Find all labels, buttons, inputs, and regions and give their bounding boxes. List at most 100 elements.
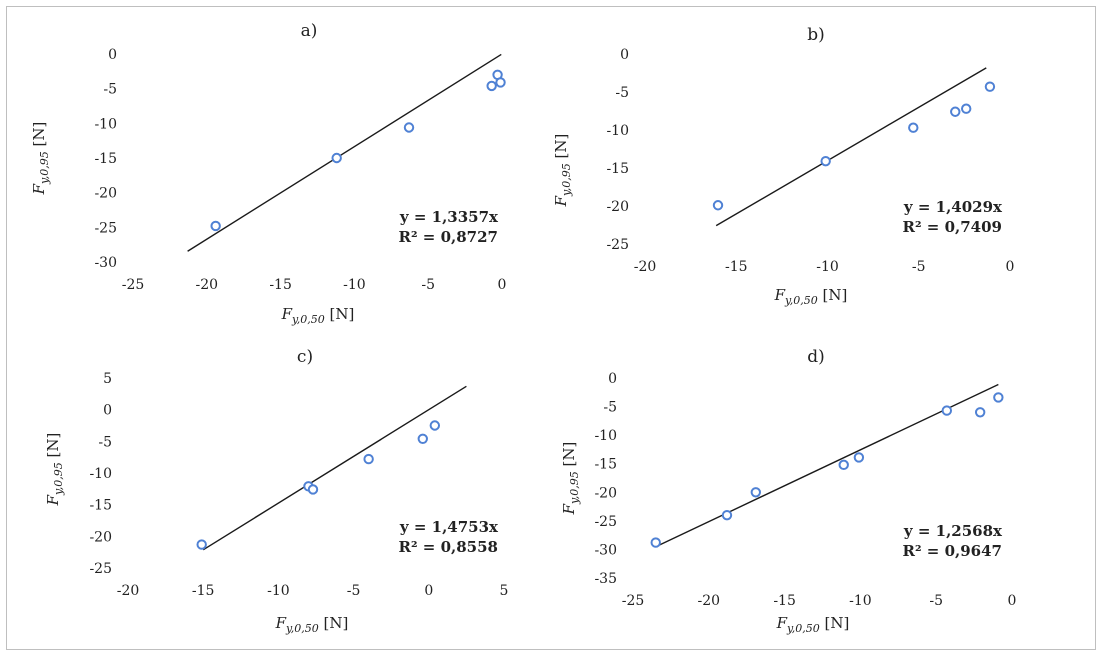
x-tick-label: -5 [912, 259, 926, 275]
y-axis-label: Fy,0,95 [N] [560, 442, 581, 516]
trend-equation: y = 1,4753x [399, 518, 499, 536]
chart-title: d) [807, 347, 825, 367]
chart-title: a) [301, 21, 318, 41]
trendline [715, 67, 987, 227]
data-point [331, 152, 342, 164]
x-tick-label: -10 [267, 583, 290, 599]
x-tick-label: -15 [725, 259, 748, 275]
x-tick-label: 0 [498, 277, 507, 293]
data-point [961, 103, 972, 114]
x-tick-label: -10 [849, 593, 872, 609]
data-point [417, 433, 428, 444]
x-axis-label: Fy,0,50 [N] [774, 286, 848, 307]
x-tick-label: 0 [424, 583, 433, 599]
y-tick-label: 0 [608, 371, 617, 387]
x-tick-label: 5 [500, 583, 509, 599]
x-axis-label: Fy,0,50 [N] [275, 614, 349, 635]
chart-title: b) [807, 25, 825, 45]
y-tick-label: -25 [594, 514, 617, 530]
y-tick-label: -10 [94, 116, 117, 132]
y-tick-label: -15 [606, 161, 629, 177]
y-tick-label: -25 [94, 220, 117, 236]
y-tick-label: -10 [606, 123, 629, 139]
y-tick-label: -5 [603, 400, 617, 416]
data-point [210, 220, 221, 232]
data-point [908, 122, 919, 133]
y-tick-label: 0 [108, 47, 117, 63]
data-point [307, 484, 319, 495]
y-tick-label: 0 [620, 47, 629, 63]
y-tick-label: -5 [103, 82, 117, 98]
y-tick-label: -10 [89, 466, 112, 482]
data-point [650, 537, 661, 548]
data-point [750, 487, 761, 498]
trendline [187, 53, 502, 252]
trend-equation: y = 1,4029x [903, 198, 1003, 216]
y-tick-label: -30 [94, 255, 117, 271]
x-tick-label: -20 [196, 277, 219, 293]
x-tick-label: 0 [1008, 593, 1017, 609]
data-point [721, 509, 733, 521]
data-point [950, 106, 961, 117]
data-point [974, 407, 986, 418]
data-point [486, 80, 497, 92]
data-point [853, 452, 865, 463]
y-tick-label: 5 [103, 371, 112, 387]
y-tick-label: -15 [94, 151, 117, 167]
x-tick-label: -10 [343, 277, 366, 293]
x-tick-label: -10 [816, 259, 839, 275]
data-point [495, 77, 506, 88]
x-axis-label: Fy,0,50 [N] [281, 305, 355, 326]
y-tick-label: -5 [615, 85, 629, 101]
x-tick-label: -5 [347, 583, 361, 599]
trendline [655, 383, 999, 548]
data-point [993, 392, 1004, 403]
x-tick-label: -15 [269, 277, 292, 293]
y-tick-label: -15 [594, 457, 617, 473]
r-squared: R² = 0,8558 [399, 538, 498, 556]
y-axis-label: Fy,0,95 [N] [44, 433, 65, 507]
y-tick-label: -25 [606, 237, 629, 253]
data-point [984, 81, 996, 92]
x-axis-label: Fy,0,50 [N] [776, 614, 850, 635]
x-tick-label: -15 [192, 583, 215, 599]
figure-frame [6, 6, 1096, 650]
x-tick-label: -25 [622, 593, 645, 609]
r-squared: R² = 0,8727 [399, 228, 498, 246]
y-tick-label: -5 [98, 434, 112, 450]
x-tick-label: 0 [1006, 259, 1015, 275]
x-tick-label: -25 [122, 277, 145, 293]
y-axis-label: Fy,0,95 [N] [552, 134, 573, 208]
y-tick-label: -15 [89, 498, 112, 514]
y-tick-label: -20 [94, 186, 117, 202]
trend-equation: y = 1,2568x [903, 522, 1003, 540]
trend-equation: y = 1,3357x [399, 208, 499, 226]
y-axis-label: Fy,0,95 [N] [30, 122, 51, 196]
y-tick-label: 0 [103, 403, 112, 419]
y-tick-label: -20 [594, 485, 617, 501]
chart-panel-b: b) 0 -5 -10 -15 -20 -25 -20 -15 -10 -5 0 y = 1,4029x… [552, 25, 1014, 307]
data-point [196, 539, 207, 550]
chart-panel-d: d) 0 -5 -10 -15 -20 -25 -30 -35 -25 -20 -15 -10 -5 0 y … [560, 347, 1016, 635]
x-tick-label: -20 [698, 593, 721, 609]
data-point [941, 405, 953, 416]
data-point [712, 200, 724, 211]
y-tick-label: -35 [594, 571, 617, 587]
chart-panel-a: a) 0 -5 -10 -15 -20 -25 -30 -25 -20 -15 -10 -5 0 y = 1… [30, 21, 506, 326]
x-tick-label: -15 [773, 593, 796, 609]
x-tick-label: -20 [634, 259, 657, 275]
y-tick-label: -30 [594, 542, 617, 558]
y-tick-label: -20 [606, 199, 629, 215]
data-point [838, 459, 849, 471]
r-squared: R² = 0,9647 [903, 542, 1002, 560]
data-point [363, 453, 374, 465]
x-tick-label: -5 [929, 593, 943, 609]
chart-title: c) [297, 347, 313, 367]
trendline [202, 385, 467, 551]
data-point [403, 122, 415, 133]
data-point [429, 420, 441, 431]
y-tick-label: -10 [594, 428, 617, 444]
x-tick-label: -5 [421, 277, 435, 293]
chart-panel-c: c) 5 0 -5 -10 -15 -20 -25 -20 -15 -10 -5 0 5 y = 1,475… [44, 347, 508, 635]
